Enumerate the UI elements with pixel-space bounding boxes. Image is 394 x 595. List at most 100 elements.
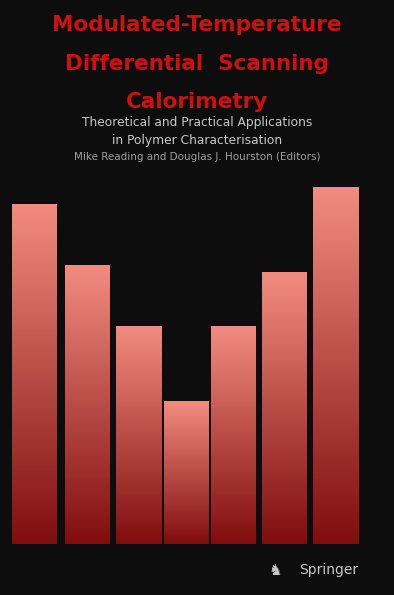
Bar [262,333,307,336]
Bar [12,447,57,451]
Bar [116,400,162,403]
Bar [211,442,256,444]
Bar [211,379,256,381]
Bar [116,331,162,334]
Bar [65,312,110,314]
Bar [65,460,110,463]
Bar [164,482,209,484]
Bar [12,346,57,349]
Bar [164,444,209,446]
Bar [313,211,359,214]
Bar [313,464,359,467]
Bar [164,413,209,415]
Bar [164,493,209,494]
Bar [262,308,307,311]
Bar [211,333,256,336]
Bar [313,499,359,503]
Bar [116,357,162,359]
Bar [262,312,307,315]
Bar [12,359,57,363]
Bar [12,243,57,247]
Bar [262,424,307,427]
Bar [313,321,359,324]
Bar [116,424,162,427]
Bar [313,493,359,497]
Bar [211,408,256,410]
Bar [211,348,256,350]
Bar [211,480,256,483]
Bar [12,258,57,261]
Bar [313,365,359,369]
Bar [313,416,359,419]
Bar [211,499,256,501]
Bar [116,453,162,456]
Bar [12,388,57,392]
Bar [65,277,110,280]
Bar [65,290,110,293]
Bar [262,490,307,492]
Bar [262,324,307,327]
Bar [211,368,256,370]
Bar [211,459,256,461]
Bar [211,466,256,468]
Bar [116,450,162,452]
Bar [12,246,57,250]
Bar [313,273,359,277]
Bar [313,398,359,402]
Bar [12,502,57,505]
Bar [164,443,209,444]
Bar [116,509,162,512]
Bar [65,302,110,305]
Bar [262,381,307,384]
Bar [12,249,57,253]
Bar [262,399,307,402]
Bar [211,524,256,527]
Bar [313,187,359,190]
Bar [313,285,359,289]
Bar [211,452,256,454]
Bar [116,412,162,414]
Bar [12,383,57,386]
Bar [65,416,110,419]
Bar [116,469,162,472]
Bar [164,527,209,529]
Bar [262,521,307,524]
Bar [12,351,57,355]
Bar [65,316,110,319]
Bar [65,523,110,526]
Bar [65,309,110,312]
Bar [65,400,110,403]
Bar [211,369,256,372]
Bar [12,521,57,525]
Bar [65,407,110,410]
Bar [65,479,110,482]
Bar [262,444,307,447]
Bar [313,472,359,476]
Bar [116,355,162,358]
Bar [211,377,256,380]
Bar [12,252,57,255]
Bar [116,477,162,479]
Bar [313,231,359,235]
Bar [12,280,57,284]
Bar [164,469,209,471]
Bar [116,343,162,345]
Bar [262,417,307,419]
Bar [211,399,256,401]
Bar [65,453,110,456]
Bar [211,461,256,463]
Bar [313,315,359,318]
Bar [313,202,359,205]
Bar [116,531,162,534]
Bar [12,343,57,346]
Bar [262,516,307,519]
Bar [164,478,209,480]
Bar [313,523,359,527]
Bar [12,405,57,408]
Bar [262,392,307,395]
Bar [12,277,57,281]
Bar [262,385,307,388]
Bar [262,401,307,404]
Bar [313,333,359,336]
Bar [313,461,359,464]
